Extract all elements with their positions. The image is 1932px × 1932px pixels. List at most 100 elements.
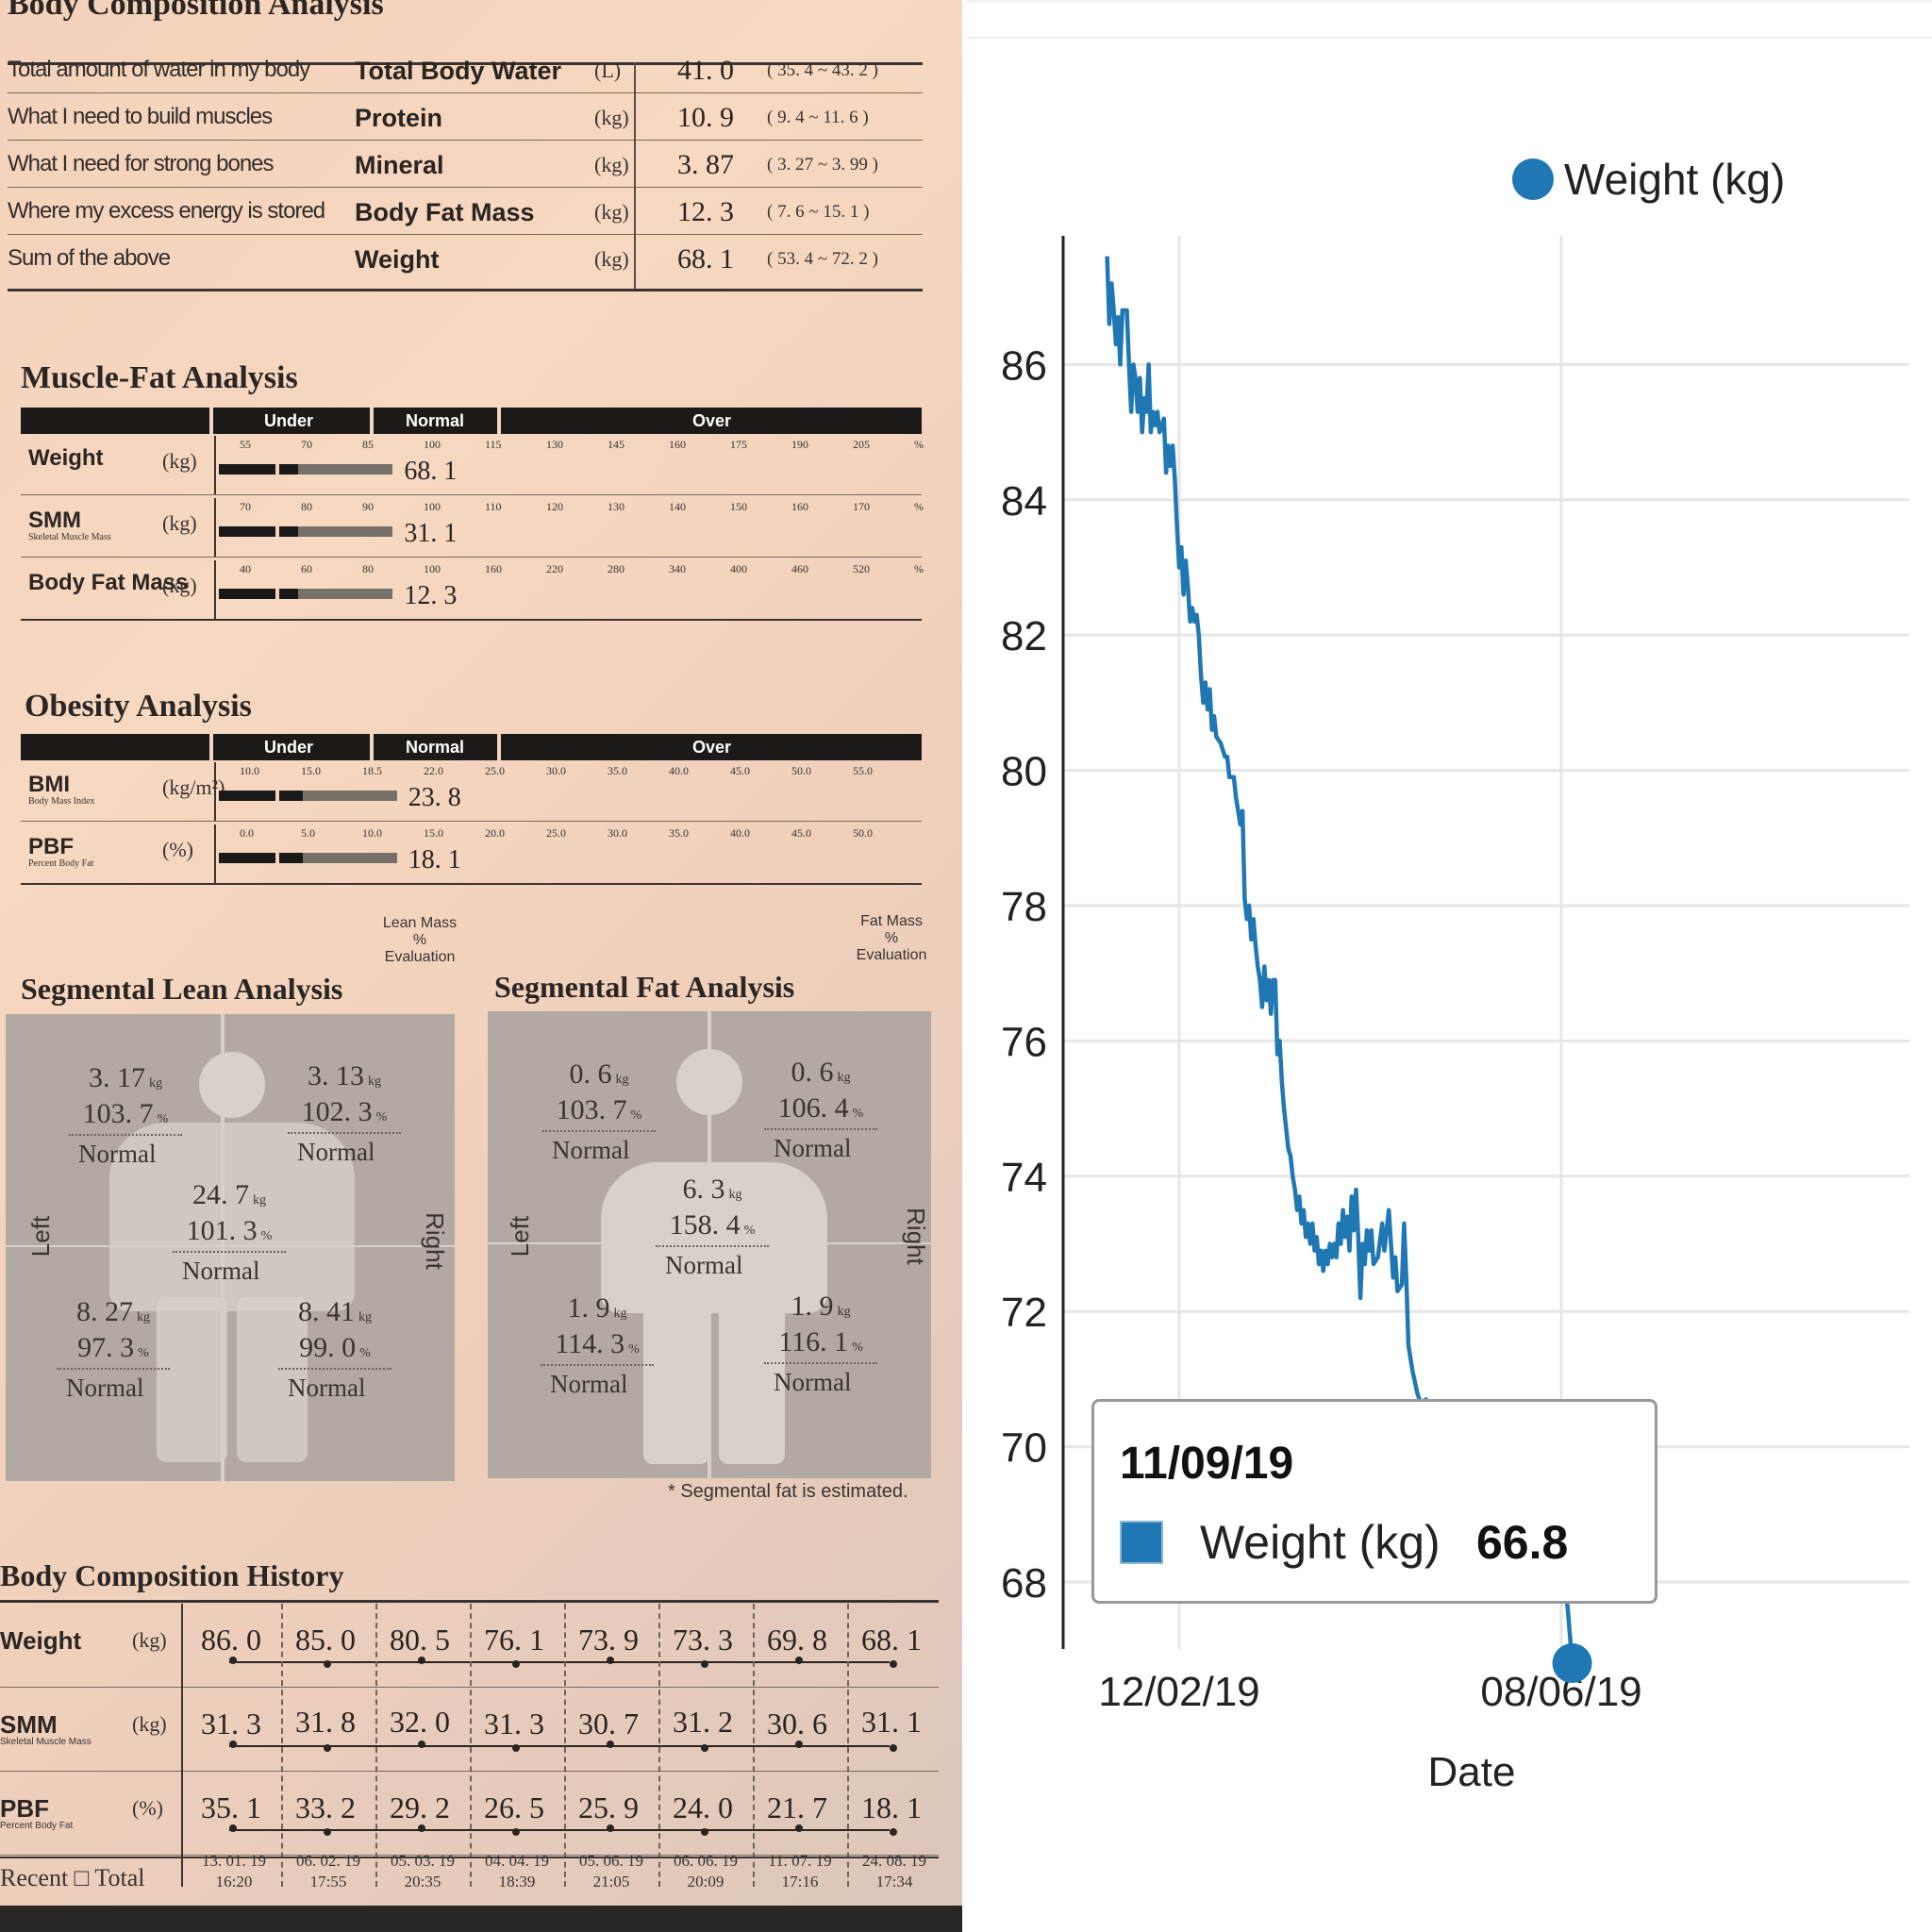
y-tick-label: 72 <box>1001 1290 1047 1336</box>
bar-row-bmi: BMI Body Mass Index (kg/m²) 10.0 15.0 18.5 22.… <box>21 762 922 821</box>
unit-kg: kg <box>358 1310 372 1324</box>
fat-mass-evaluation-caption: Fat Mass % Evaluation <box>840 913 943 964</box>
band-under: Under <box>264 411 314 430</box>
segment-kg: 0. 6 <box>569 1058 612 1090</box>
history-point <box>795 1824 803 1832</box>
history-point <box>795 1657 803 1664</box>
chart-tooltip: 11/09/19 Weight (kg) 66.8 <box>1091 1399 1657 1604</box>
bar-fill <box>219 526 393 537</box>
segment-kg-line: 0. 6 kg <box>528 1058 670 1091</box>
segment-evaluation: Normal <box>297 1138 375 1166</box>
scale-tick: 80 <box>362 562 374 575</box>
segmental-fat-panel <box>488 1011 931 1478</box>
tooltip-swatch <box>1120 1521 1163 1564</box>
legend-label[interactable]: Weight (kg) <box>1564 155 1785 204</box>
body-composition-report: Body Composition Analysis Total amount o… <box>0 0 962 1932</box>
bar-label: SMM <box>28 508 81 533</box>
unit-pct: % <box>630 1108 642 1123</box>
row-description: What I need for strong bones <box>8 151 275 176</box>
scale-tick: % <box>914 438 924 451</box>
segment-dotted <box>541 1364 654 1366</box>
muscle-fat-band: Under Normal Over <box>21 408 922 434</box>
scale-tick: 55 <box>240 438 251 451</box>
scale-tick: 145 <box>608 438 625 451</box>
scale-tick: 50.0 <box>791 764 811 777</box>
history-point <box>512 1660 520 1668</box>
scale-tick: 120 <box>546 500 563 513</box>
left-side-label: Left <box>506 1215 535 1257</box>
history-point <box>418 1657 425 1664</box>
segment-kg-line: 0. 6 kg <box>750 1057 891 1089</box>
history-date-time: 21:05 <box>592 1873 630 1890</box>
history-unit: (kg) <box>132 1712 167 1736</box>
segment-evaluation: Normal <box>774 1134 852 1162</box>
history-col-dash <box>753 1604 755 1887</box>
scale-tick: 85 <box>362 438 374 451</box>
row-divider <box>8 92 923 93</box>
segment-pct: 102. 3 <box>301 1096 373 1127</box>
row-unit: (kg) <box>594 106 629 129</box>
history-point <box>229 1657 237 1664</box>
body-left-leg <box>643 1294 709 1464</box>
bar-label: BMI <box>28 772 70 797</box>
segment-pct-line: 103. 7% <box>55 1098 196 1130</box>
row-divider <box>21 821 922 822</box>
y-axis-ticks: 68 70 72 74 76 78 80 82 84 86 <box>1001 342 1047 1607</box>
row-value: 3. 87 <box>677 149 734 180</box>
segment-pct: 101. 3 <box>186 1215 258 1246</box>
bar-fill <box>219 464 393 475</box>
body-torso <box>601 1162 827 1313</box>
row-divider <box>21 557 922 558</box>
bar-label: Weight <box>28 445 104 471</box>
bar-divider <box>214 824 216 883</box>
segment-dotted <box>288 1132 401 1134</box>
segment-kg-line: 24. 7 kg <box>158 1179 300 1211</box>
history-point <box>229 1824 237 1832</box>
history-date-time: 18:39 <box>498 1873 536 1890</box>
history-value: 73. 3 <box>673 1623 733 1657</box>
history-trend-line <box>229 1661 890 1663</box>
segment-evaluation: Normal <box>66 1374 144 1402</box>
history-date: 04. 04. 19 18:39 <box>470 1851 564 1892</box>
history-value: 33. 2 <box>295 1790 356 1824</box>
segment-kg-line: 1. 9 kg <box>526 1292 668 1324</box>
left-side-label: Left <box>26 1215 56 1257</box>
scale-tick: 15.0 <box>424 826 443 840</box>
segment-evaluation: Normal <box>552 1136 630 1164</box>
segment-pct: 106. 4 <box>777 1092 849 1124</box>
body-composition-title: Body Composition Analysis <box>8 0 384 22</box>
segment-dotted <box>57 1368 170 1370</box>
segment-evaluation: Normal <box>78 1140 157 1168</box>
body-torso <box>109 1123 355 1311</box>
history-date-day: 05. 06. 19 <box>579 1852 643 1870</box>
row-name: Mineral <box>355 151 444 179</box>
history-date-day: 24. 08. 19 <box>862 1852 926 1870</box>
bar-label: PBF <box>28 834 74 859</box>
scale-tick: 115 <box>485 438 502 451</box>
bar-fill-normal <box>298 589 393 599</box>
weight-series-line <box>1105 256 1574 1664</box>
scale-tick: 80 <box>301 500 312 513</box>
body-right-leg <box>237 1297 308 1462</box>
segment-kg-line: 1. 9 kg <box>750 1291 891 1323</box>
band-under: Under <box>264 738 314 757</box>
bar-value: 18. 1 <box>408 845 461 874</box>
segment-dotted <box>542 1130 656 1132</box>
history-point <box>701 1828 708 1836</box>
scale-tick: 70 <box>301 438 312 451</box>
scale-tick: 100 <box>424 500 441 513</box>
segment-kg: 24. 7 <box>192 1179 249 1210</box>
history-value: 31. 2 <box>673 1705 733 1739</box>
history-point <box>324 1660 331 1668</box>
segment-dotted <box>69 1134 182 1136</box>
history-date-time: 17:34 <box>875 1873 913 1890</box>
unit-pct: % <box>260 1229 273 1243</box>
hover-point[interactable] <box>1552 1643 1592 1684</box>
scale-tick: 20.0 <box>485 826 505 840</box>
unit-pct: % <box>743 1224 756 1238</box>
scale-tick: 190 <box>791 438 808 451</box>
segment-kg-line: 8. 41 kg <box>264 1296 406 1328</box>
history-col-dash <box>470 1604 472 1887</box>
segment-kg: 1. 9 <box>791 1291 834 1322</box>
history-label: SMM <box>0 1710 58 1739</box>
